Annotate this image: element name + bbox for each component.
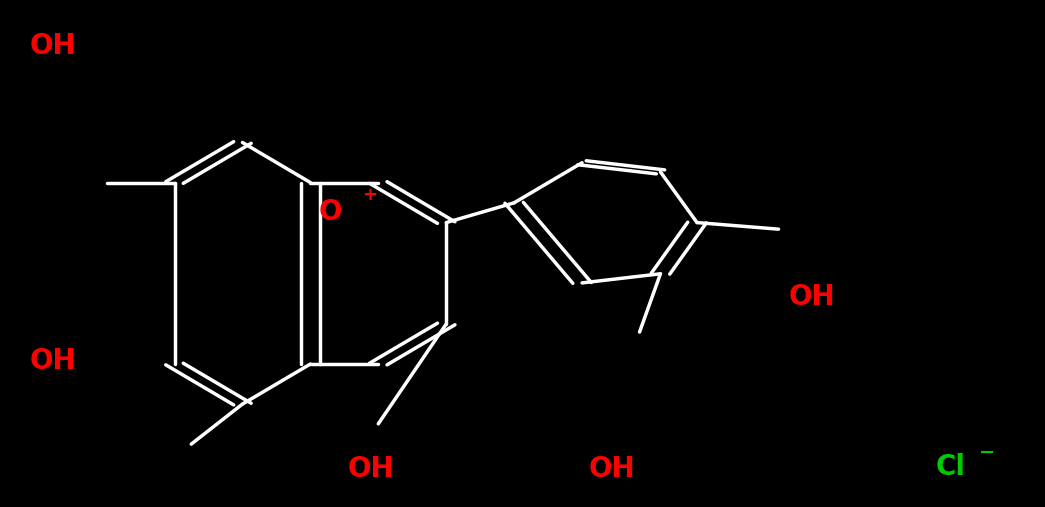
Text: OH: OH: [29, 347, 76, 375]
Text: O: O: [319, 198, 342, 226]
Text: OH: OH: [588, 455, 635, 483]
Text: OH: OH: [348, 455, 395, 483]
Text: OH: OH: [29, 31, 76, 60]
Text: OH: OH: [789, 282, 836, 311]
Text: −: −: [979, 443, 996, 462]
Text: +: +: [363, 186, 377, 204]
Text: Cl: Cl: [935, 453, 966, 482]
